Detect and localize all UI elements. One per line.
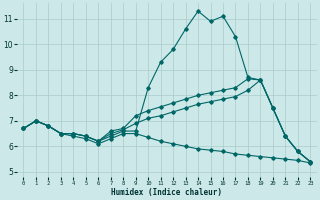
X-axis label: Humidex (Indice chaleur): Humidex (Indice chaleur): [111, 188, 222, 197]
